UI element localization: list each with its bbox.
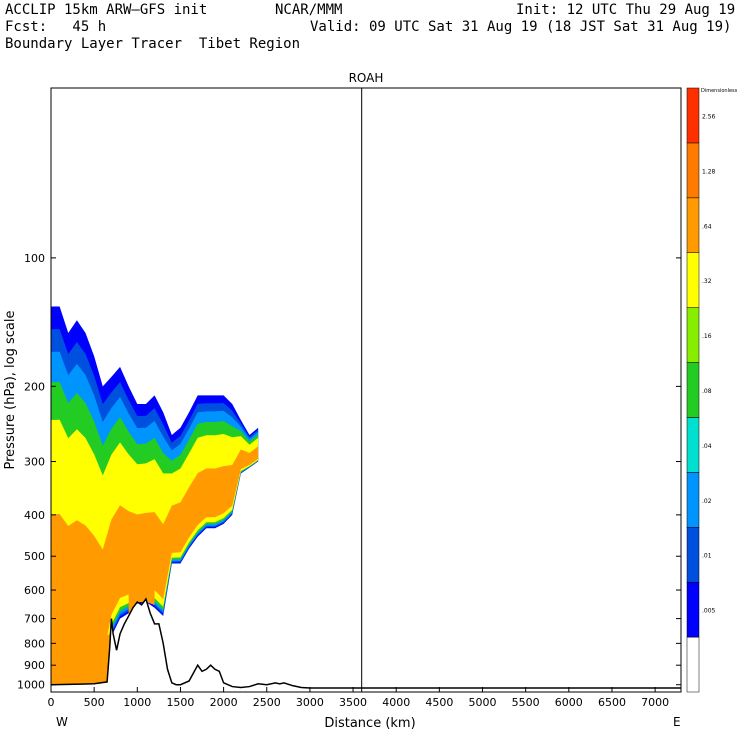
y-tick-label: 1000 <box>17 679 45 692</box>
colorbar-swatch <box>686 527 700 583</box>
x-tick-label: 2500 <box>253 696 281 709</box>
colorbar-level-label: .02 <box>702 498 712 505</box>
y-tick-label: 600 <box>24 584 45 597</box>
plot-frame <box>50 87 682 693</box>
colorbar-swatch <box>686 417 700 473</box>
x-tick-label: 500 <box>84 696 105 709</box>
colorbar-swatch <box>686 472 700 528</box>
terrain-fill <box>51 599 681 692</box>
x-tick-label: 1500 <box>166 696 194 709</box>
colorbar-level-label: .64 <box>702 223 712 230</box>
y-tick-label: 300 <box>24 456 45 469</box>
plume-band <box>51 446 259 659</box>
x-tick-label: 3000 <box>296 696 324 709</box>
colorbar-level-label: .32 <box>702 278 712 285</box>
x-tick-label: 5500 <box>512 696 540 709</box>
terrain-profile <box>51 597 681 692</box>
x-tick-label: 5000 <box>469 696 497 709</box>
colorbar: .005 .01 .02 .04 .08 .16 .32 .64 1.28 2.56 Dimensi… <box>686 87 738 693</box>
x-tick-label: 0 <box>48 696 55 709</box>
boundary-layer-band <box>51 633 110 685</box>
x-axis-label: Distance (km) <box>324 716 415 731</box>
colorbar-level-label: .04 <box>702 443 712 450</box>
y-axis: 1000 900 800 700 600 500 400 300 200 100 <box>17 252 681 692</box>
x-tick-label: 7000 <box>641 696 669 709</box>
x-end-label-west: W <box>56 715 68 729</box>
colorbar-level-label: .16 <box>702 333 712 340</box>
x-end-label-east: E <box>673 715 681 729</box>
header-line2-right: Valid: 09 UTC Sat 31 Aug 19 (18 JST Sat … <box>310 19 732 35</box>
y-tick-label: 500 <box>24 550 45 563</box>
colorbar-level-label: .01 <box>702 553 712 560</box>
terrain-line <box>51 597 681 689</box>
y-tick-label: 700 <box>24 613 45 626</box>
header-line1-left: ACCLIP 15km ARW–GFS init <box>5 2 208 18</box>
colorbar-swatch <box>686 636 700 693</box>
colorbar-level-label: .005 <box>702 608 716 615</box>
y-tick-label: 400 <box>24 509 45 522</box>
x-tick-label: 2000 <box>210 696 238 709</box>
colorbar-level-label: .08 <box>702 388 712 395</box>
x-tick-label: 6000 <box>555 696 583 709</box>
tracer-plume <box>51 306 259 685</box>
colorbar-swatch <box>686 581 700 638</box>
colorbar-level-label: 1.28 <box>702 168 716 175</box>
colorbar-swatch <box>686 362 700 418</box>
y-tick-label: 200 <box>24 380 45 393</box>
x-tick-label: 1000 <box>123 696 151 709</box>
colorbar-swatch <box>686 252 700 308</box>
header-line3-left: Boundary Layer Tracer Tibet Region <box>5 36 301 52</box>
plume-core <box>128 523 155 616</box>
x-tick-label: 4500 <box>425 696 453 709</box>
header-line1-center: NCAR/MMM <box>275 2 343 18</box>
colorbar-title: Dimensionless <box>701 88 738 94</box>
y-axis-label: Pressure (hPa), log scale <box>3 311 18 470</box>
colorbar-swatch <box>686 197 700 253</box>
x-tick-label: 6500 <box>598 696 626 709</box>
colorbar-swatch <box>686 307 700 363</box>
y-tick-label: 100 <box>24 252 45 265</box>
colorbar-swatch <box>686 142 700 199</box>
x-tick-label: 4000 <box>382 696 410 709</box>
y-tick-label: 800 <box>24 637 45 650</box>
colorbar-level-label: 2.56 <box>702 113 716 120</box>
header-line2-left: Fcst: 45 h <box>5 19 107 35</box>
y-tick-label: 900 <box>24 659 45 672</box>
x-tick-label: 3500 <box>339 696 367 709</box>
x-axis: 0 500 1000 1500 2000 2500 3000 3500 4000 4500 5000… <box>48 687 669 709</box>
colorbar-swatch <box>686 87 700 144</box>
chart-title: ROAH <box>349 71 384 85</box>
header-line1-right: Init: 12 UTC Thu 29 Aug 19 <box>516 2 736 18</box>
